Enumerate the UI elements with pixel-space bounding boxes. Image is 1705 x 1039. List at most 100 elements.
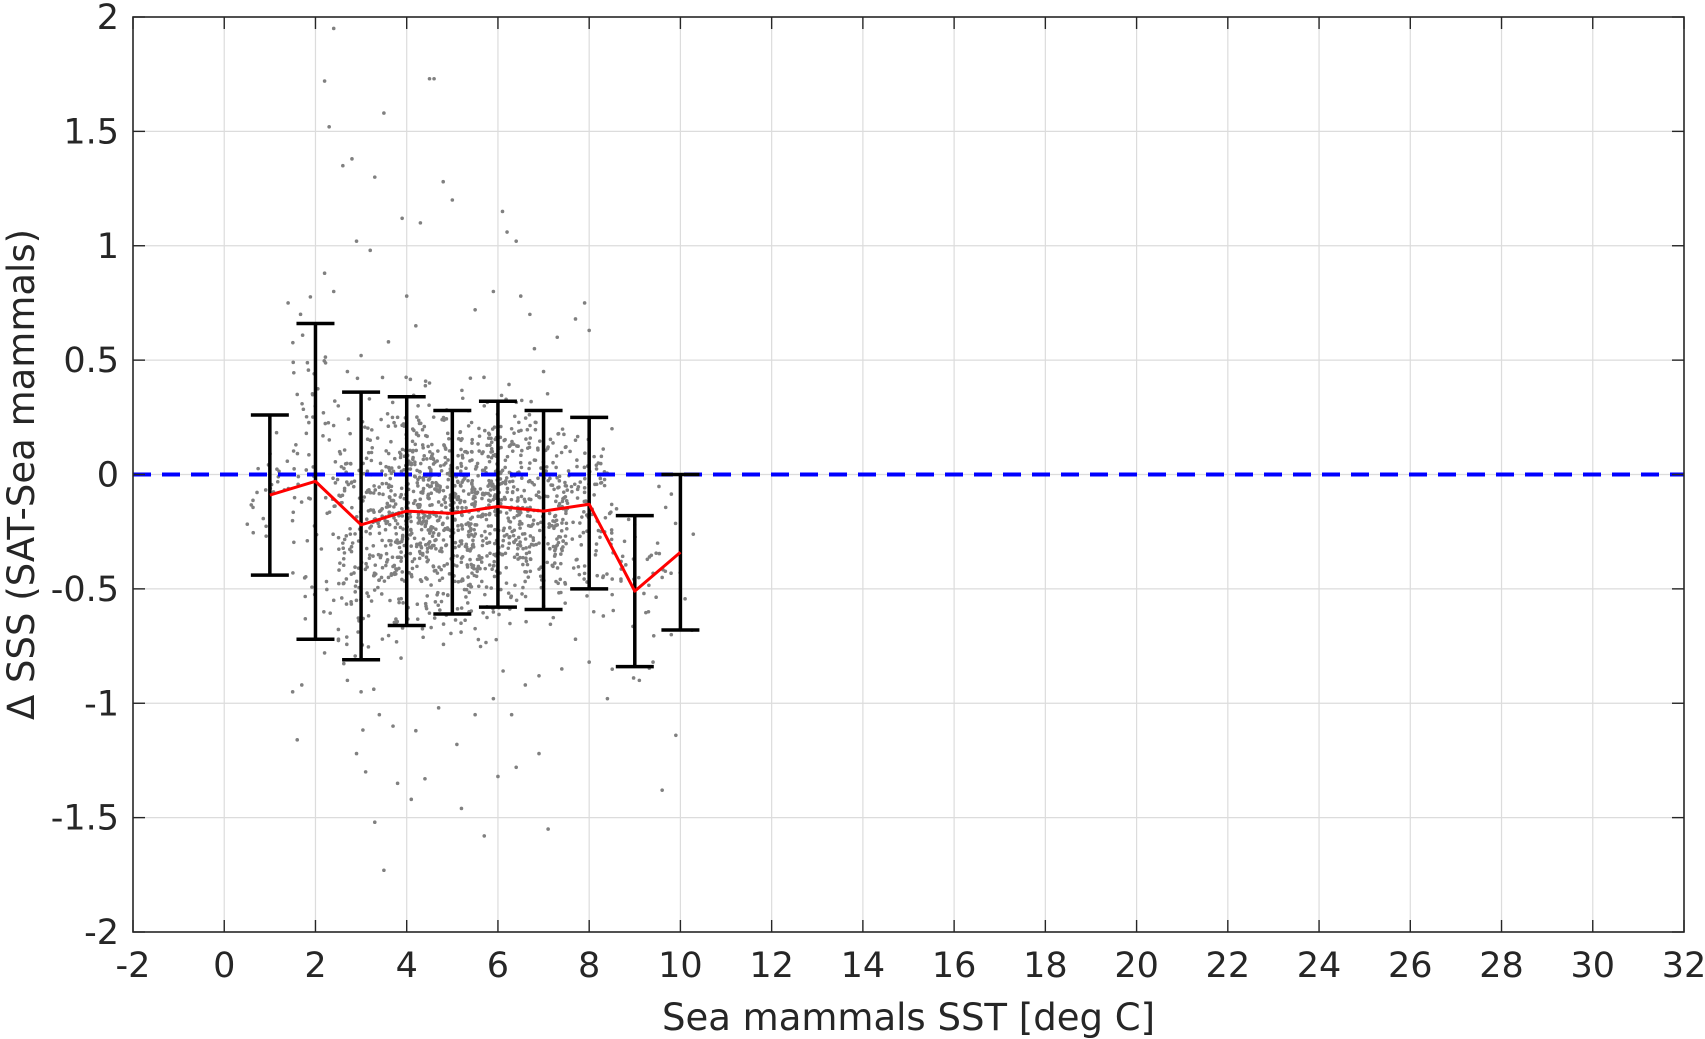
scatter-point — [624, 563, 628, 567]
scatter-point — [466, 533, 471, 537]
scatter-point — [557, 479, 562, 483]
scatter-point — [429, 491, 434, 495]
scatter-point — [430, 534, 435, 539]
scatter-point — [455, 742, 459, 747]
scatter-point — [327, 125, 331, 129]
scatter-point — [485, 615, 489, 620]
scatter-point — [558, 577, 563, 582]
scatter-point — [412, 557, 417, 561]
scatter-point — [531, 536, 535, 540]
scatter-point — [395, 781, 400, 786]
scatter-point — [325, 511, 329, 516]
scatter-point — [473, 500, 478, 504]
scatter-point — [389, 488, 393, 493]
scatter-point — [415, 602, 420, 607]
scatter-point — [538, 574, 543, 579]
scatter-point — [467, 529, 471, 534]
scatter-point — [460, 527, 465, 531]
scatter-point — [537, 567, 541, 571]
scatter-point — [423, 543, 428, 547]
scatter-point — [577, 572, 582, 577]
scatter-point — [400, 447, 405, 452]
scatter-point — [502, 438, 506, 443]
scatter-point — [516, 535, 521, 540]
scatter-point — [369, 458, 374, 463]
scatter-point — [365, 437, 370, 442]
scatter-point — [384, 560, 389, 564]
scatter-point — [408, 377, 413, 382]
scatter-point — [350, 505, 354, 510]
y-tick-label: -1.5 — [51, 799, 119, 839]
scatter-point — [488, 443, 492, 447]
scatter-point — [420, 551, 425, 556]
scatter-point — [514, 239, 518, 243]
scatter-point — [477, 449, 481, 453]
scatter-point — [446, 593, 450, 598]
scatter-point — [622, 539, 627, 544]
scatter-point — [471, 502, 475, 506]
scatter-point — [342, 581, 346, 585]
scatter-point — [409, 574, 414, 579]
scatter-point — [352, 571, 356, 575]
scatter-point — [522, 488, 526, 493]
scatter-point — [354, 514, 359, 519]
scatter-point — [415, 415, 419, 419]
scatter-point — [571, 520, 575, 525]
scatter-point — [500, 209, 505, 214]
scatter-point — [389, 539, 393, 543]
scatter-point — [338, 561, 342, 565]
scatter-point — [369, 450, 374, 455]
scatter-point — [480, 496, 484, 501]
scatter-point — [507, 382, 511, 387]
scatter-point — [555, 566, 560, 570]
scatter-point — [485, 554, 489, 558]
scatter-point — [384, 481, 389, 486]
scatter-point — [477, 426, 481, 431]
scatter-point — [420, 443, 425, 447]
scatter-point — [487, 540, 492, 545]
scatter-point — [300, 402, 304, 406]
scatter-point — [631, 676, 636, 680]
scatter-point — [426, 444, 430, 449]
scatter-point — [367, 553, 372, 557]
scatter-point — [473, 626, 477, 631]
scatter-point — [476, 584, 481, 589]
scatter-point — [523, 416, 528, 420]
scatter-point — [516, 542, 520, 547]
scatter-point — [470, 571, 474, 575]
error-bar — [250, 413, 289, 577]
scatter-point — [559, 590, 563, 595]
scatter-point — [575, 496, 580, 500]
scatter-point — [429, 583, 433, 587]
scatter-point — [515, 487, 520, 492]
scatter-point — [512, 414, 517, 419]
scatter-point — [409, 462, 414, 467]
scatter-point — [521, 585, 525, 590]
scatter-point — [336, 627, 341, 632]
scatter-point — [487, 432, 492, 437]
scatter-point — [391, 498, 396, 503]
scatter-point — [523, 579, 527, 584]
scatter-point — [479, 579, 484, 584]
scatter-point — [562, 496, 566, 500]
scatter-point — [404, 375, 408, 380]
scatter-point — [521, 562, 525, 567]
scatter-point — [526, 479, 531, 484]
scatter-point — [474, 465, 479, 469]
scatter-point — [510, 529, 514, 534]
scatter-point — [251, 530, 256, 535]
scatter-point — [444, 505, 448, 510]
scatter-point — [528, 312, 532, 317]
scatter-point — [421, 515, 426, 519]
scatter-point — [575, 434, 580, 439]
scatter-point — [546, 478, 551, 483]
scatter-point — [392, 456, 397, 461]
scatter-point — [418, 503, 422, 508]
scatter-point — [610, 577, 615, 581]
scatter-point — [416, 477, 420, 482]
scatter-point — [563, 483, 568, 488]
scatter-point — [387, 510, 391, 515]
scatter-point — [362, 471, 366, 476]
scatter-point — [428, 529, 433, 534]
scatter-point — [537, 541, 541, 545]
